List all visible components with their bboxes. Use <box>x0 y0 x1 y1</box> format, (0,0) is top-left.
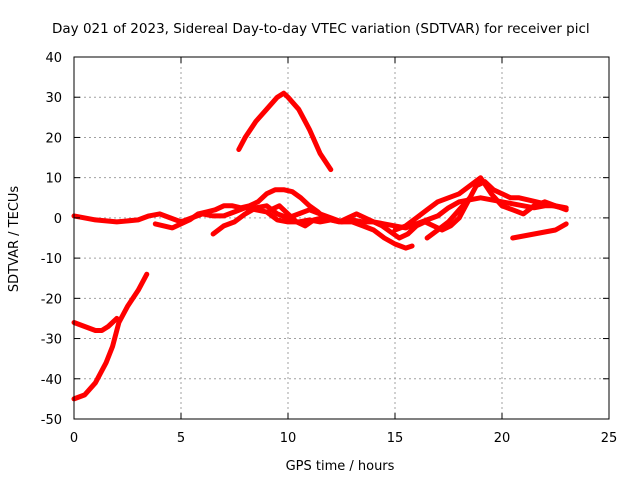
series-group <box>71 90 569 402</box>
y-tick-label: -10 <box>41 252 62 267</box>
series-arc-5 <box>210 203 415 251</box>
x-tick-labels: 0 5 10 15 20 25 <box>70 431 617 446</box>
axis-ticks <box>73 56 610 420</box>
series-arc-6 <box>268 179 565 241</box>
x-tick-label: 0 <box>70 431 78 446</box>
x-tick-label: 20 <box>494 431 511 446</box>
y-tick-label: 20 <box>45 131 62 146</box>
series-arc-10 <box>510 221 569 241</box>
y-tick-label: -50 <box>41 413 62 428</box>
x-tick-label: 25 <box>601 431 618 446</box>
series-arc-1 <box>71 315 120 333</box>
y-tick-label: 40 <box>45 51 62 66</box>
x-axis-label: GPS time / hours <box>286 459 395 474</box>
y-tick-labels: -50 -40 -30 -20 -10 0 10 20 30 40 <box>41 51 62 428</box>
plot-frame <box>73 56 610 420</box>
x-tick-label: 5 <box>177 431 185 446</box>
series-arc-4 <box>152 187 329 231</box>
y-axis-label: SDTVAR / TECUs <box>7 186 22 293</box>
series-arc-2 <box>71 271 150 402</box>
x-tick-label: 10 <box>280 431 297 446</box>
x-tick-label: 15 <box>387 431 404 446</box>
y-tick-label: 0 <box>54 212 62 227</box>
series-arc-8 <box>392 175 569 233</box>
y-tick-label: -30 <box>41 333 62 348</box>
y-tick-label: 30 <box>45 91 62 106</box>
series-arc-9 <box>424 195 473 241</box>
chart-title: Day 021 of 2023, Sidereal Day-to-day VTE… <box>52 21 590 37</box>
y-tick-label: -20 <box>41 292 62 307</box>
series-arc-7 <box>236 90 334 173</box>
y-tick-label: 10 <box>45 172 62 187</box>
y-tick-label: -40 <box>41 373 62 388</box>
grid-lines <box>74 57 609 419</box>
